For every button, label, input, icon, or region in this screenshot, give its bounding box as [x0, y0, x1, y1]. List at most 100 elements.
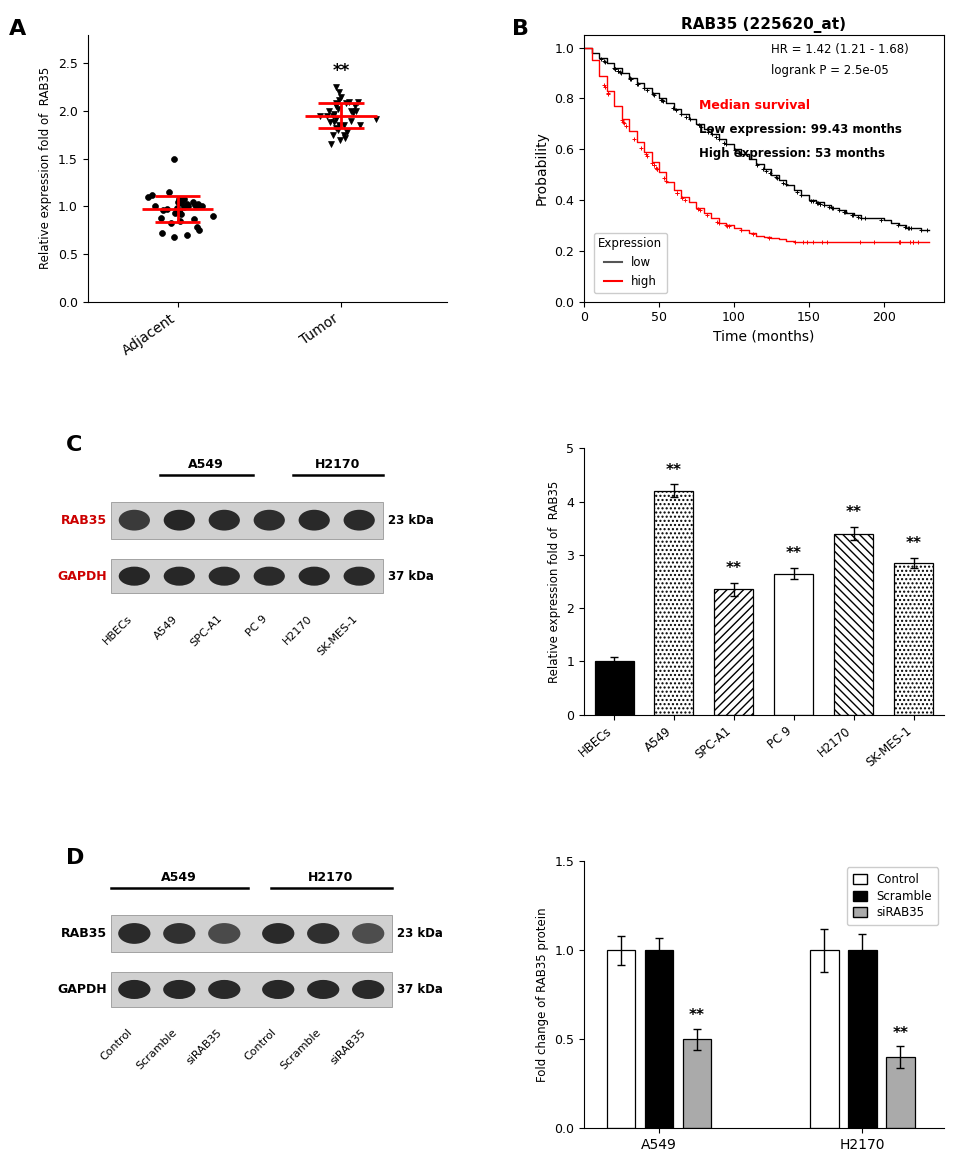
Text: **: ** — [846, 505, 862, 520]
Point — [346, 97, 362, 115]
Text: GAPDH: GAPDH — [57, 570, 107, 583]
Text: A549: A549 — [189, 458, 224, 471]
Text: siRAB35: siRAB35 — [329, 1027, 368, 1066]
Point — [369, 109, 384, 128]
Text: logrank P = 2.5e-05: logrank P = 2.5e-05 — [772, 64, 889, 77]
Point — [171, 212, 187, 230]
Point — [173, 192, 189, 211]
Point — [328, 78, 343, 97]
Point — [147, 197, 162, 215]
Point — [162, 183, 177, 201]
Text: **: ** — [892, 1026, 909, 1041]
Point — [328, 109, 343, 128]
Ellipse shape — [352, 980, 384, 999]
Point — [342, 92, 357, 110]
Text: A: A — [9, 19, 25, 38]
Y-axis label: Probability: Probability — [535, 131, 549, 205]
Ellipse shape — [254, 509, 285, 530]
Ellipse shape — [163, 566, 195, 586]
Text: GAPDH: GAPDH — [57, 983, 107, 996]
Bar — [644, 950, 673, 1128]
Bar — [606, 950, 635, 1128]
Text: Median survival: Median survival — [700, 99, 811, 112]
Point — [330, 100, 345, 119]
Point — [348, 102, 364, 121]
Text: siRAB35: siRAB35 — [185, 1027, 225, 1066]
Text: H2170: H2170 — [281, 614, 314, 647]
Text: 37 kDa: 37 kDa — [388, 570, 434, 583]
Point — [176, 198, 192, 216]
Text: Scramble: Scramble — [135, 1027, 179, 1071]
Text: **: ** — [666, 463, 682, 478]
Ellipse shape — [119, 566, 150, 586]
Point — [338, 94, 353, 113]
Bar — [775, 573, 813, 715]
Point — [188, 197, 203, 215]
Bar — [111, 972, 391, 1007]
Text: **: ** — [726, 562, 742, 576]
Text: PC 9: PC 9 — [244, 614, 270, 638]
Bar — [894, 563, 933, 715]
Point — [319, 107, 335, 126]
Ellipse shape — [119, 509, 150, 530]
Text: Scramble: Scramble — [279, 1027, 323, 1071]
Text: **: ** — [333, 62, 349, 79]
Point — [189, 217, 204, 236]
Point — [165, 228, 181, 247]
Point — [338, 128, 353, 147]
Point — [328, 94, 343, 113]
Ellipse shape — [262, 923, 295, 944]
Point — [179, 226, 195, 244]
Point — [312, 107, 328, 126]
Point — [180, 197, 196, 215]
Point — [195, 197, 210, 215]
Point — [205, 207, 221, 226]
Point — [328, 97, 343, 115]
Text: 37 kDa: 37 kDa — [397, 983, 443, 996]
Text: SK-MES-1: SK-MES-1 — [315, 614, 359, 657]
Point — [321, 102, 337, 121]
Text: RAB35: RAB35 — [61, 514, 107, 527]
Point — [154, 223, 169, 242]
Ellipse shape — [262, 980, 295, 999]
Ellipse shape — [163, 980, 196, 999]
Point — [340, 123, 355, 142]
Bar — [111, 501, 382, 538]
Point — [191, 195, 206, 214]
Point — [185, 193, 200, 212]
Text: SPC-A1: SPC-A1 — [189, 614, 225, 649]
Point — [186, 209, 201, 228]
Point — [176, 190, 192, 208]
Point — [337, 116, 352, 135]
Ellipse shape — [299, 509, 330, 530]
Text: A549: A549 — [162, 871, 198, 884]
Ellipse shape — [118, 923, 151, 944]
Text: RAB35: RAB35 — [61, 927, 107, 940]
Bar — [848, 950, 877, 1128]
Ellipse shape — [299, 566, 330, 586]
Point — [167, 204, 183, 222]
Ellipse shape — [254, 566, 285, 586]
Bar — [655, 491, 694, 715]
Point — [170, 192, 186, 211]
Point — [141, 187, 157, 206]
Point — [326, 105, 342, 123]
Point — [173, 205, 189, 223]
Bar — [682, 1040, 711, 1128]
Point — [169, 199, 185, 217]
Bar — [835, 534, 874, 715]
Bar — [111, 915, 391, 952]
Bar — [886, 1057, 915, 1128]
Point — [171, 201, 187, 220]
Y-axis label: Relative expression fold of  RAB35: Relative expression fold of RAB35 — [548, 480, 560, 683]
Point — [171, 190, 187, 208]
Point — [350, 92, 366, 110]
Point — [165, 149, 181, 167]
Text: High expression: 53 months: High expression: 53 months — [700, 147, 885, 159]
Point — [144, 186, 160, 205]
Ellipse shape — [352, 923, 384, 944]
Y-axis label: Fold change of RAB35 protein: Fold change of RAB35 protein — [536, 907, 549, 1082]
Title: RAB35 (225620_at): RAB35 (225620_at) — [681, 17, 847, 34]
Point — [192, 221, 207, 240]
Point — [345, 104, 361, 122]
